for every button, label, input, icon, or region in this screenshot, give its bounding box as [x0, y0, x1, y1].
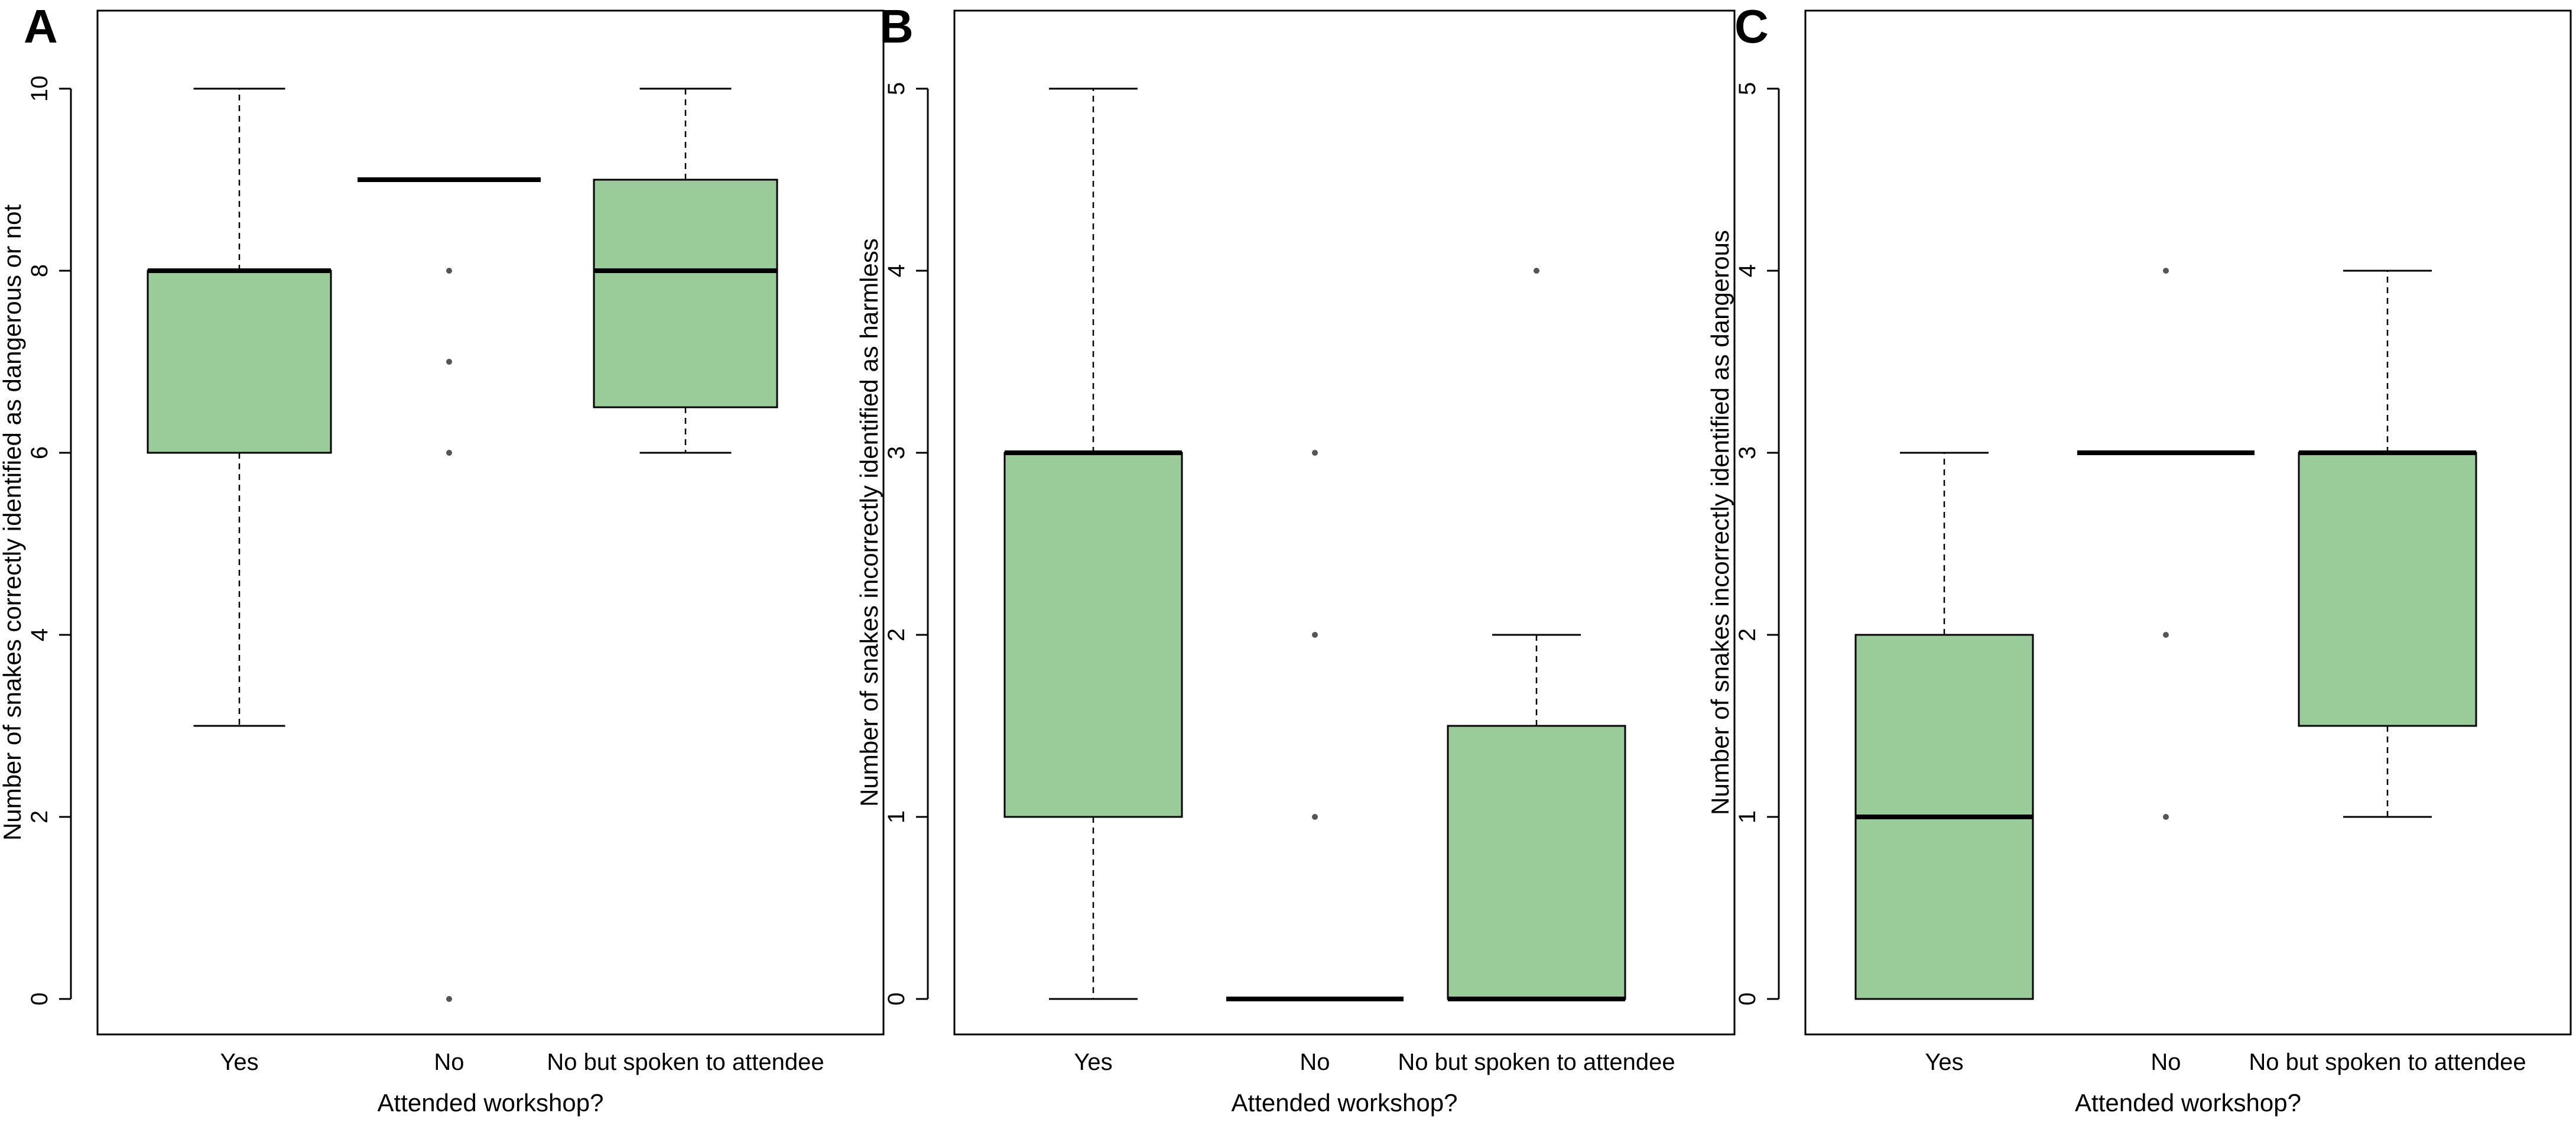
y-tick-label: 4	[883, 264, 909, 277]
y-tick-label: 4	[27, 628, 53, 641]
panel-b: B 0 1 2 3 4 5 Number of snakes incorrectly iden…	[855, 0, 1736, 1117]
panel-letter: B	[879, 0, 914, 53]
y-tick-label: 2	[27, 810, 53, 823]
y-tick-label: 6	[27, 446, 53, 459]
x-tick-label-yes: Yes	[220, 1049, 258, 1075]
outlier-point	[446, 450, 452, 456]
y-tick-label: 3	[883, 446, 909, 459]
y-tick-label: 0	[27, 992, 53, 1005]
plot-frame	[96, 9, 885, 1036]
y-tick-label: 5	[1734, 82, 1760, 95]
y-axis-title: Number of snakes incorrectly identified …	[855, 238, 883, 807]
box-iqr	[593, 179, 778, 408]
plot-frame	[953, 9, 1736, 1036]
x-tick-label-no: No	[2151, 1049, 2181, 1075]
x-tick-label-no-but-spoken-to-attendee: No but spoken to attendee	[2249, 1049, 2526, 1075]
y-tick-label: 3	[1734, 446, 1760, 459]
y-tick-label: 0	[883, 992, 909, 1005]
outlier-point	[2163, 268, 2169, 274]
box-no	[1226, 450, 1404, 1001]
box-iqr	[147, 270, 332, 454]
box-yes	[1003, 87, 1183, 1000]
x-tick-label-yes: Yes	[1074, 1049, 1112, 1075]
y-tick-label: 4	[1734, 264, 1760, 277]
y-tick-label: 8	[27, 264, 53, 277]
y-tick-label: 10	[27, 76, 53, 102]
x-tick-label-no-but-spoken-to-attendee: No but spoken to attendee	[547, 1049, 824, 1075]
x-axis-title: Attended workshop?	[378, 1089, 604, 1117]
outlier-point	[1312, 450, 1318, 456]
y-tick-label: 1	[1734, 810, 1760, 823]
outlier-point	[1312, 632, 1318, 638]
panel-letter: C	[1734, 0, 1769, 53]
y-tick-label: 2	[883, 628, 909, 641]
outlier-point	[446, 359, 452, 365]
y-tick-label: 1	[883, 810, 909, 823]
x-axis-title: Attended workshop?	[1232, 1089, 1458, 1117]
panel-a: A 0 2 4 6 8 10 Number of snakes correctly ident…	[0, 0, 885, 1117]
y-tick-label: 2	[1734, 628, 1760, 641]
x-tick-label-no: No	[1300, 1049, 1330, 1075]
box-no-but-spoken-to-attendee	[593, 87, 778, 454]
box-iqr	[2298, 452, 2477, 727]
box-no	[358, 177, 541, 1002]
x-axis-title: Attended workshop?	[2075, 1089, 2301, 1117]
y-tick-label: 5	[883, 82, 909, 95]
box-iqr	[1447, 725, 1626, 1000]
outlier-point	[1534, 268, 1539, 274]
y-axis-title: Number of snakes correctly identified as…	[0, 205, 26, 841]
x-tick-label-no: No	[434, 1049, 464, 1075]
outlier-point	[2163, 632, 2169, 638]
box-yes	[1854, 452, 2034, 1000]
plot-frame	[1804, 9, 2572, 1036]
panel-c: C 0 1 2 3 4 5 Number of snakes incorrectly iden…	[1706, 0, 2572, 1117]
outlier-point	[446, 268, 452, 274]
x-tick-label-no-but-spoken-to-attendee: No but spoken to attendee	[1398, 1049, 1675, 1075]
box-no-but-spoken-to-attendee	[1447, 268, 1626, 1001]
box-iqr	[1003, 452, 1183, 818]
outlier-point	[1312, 814, 1318, 820]
y-tick-label: 0	[1734, 992, 1760, 1005]
box-no	[2077, 268, 2255, 820]
box-yes	[147, 87, 332, 727]
x-tick-label-yes: Yes	[1925, 1049, 1963, 1075]
outlier-point	[2163, 814, 2169, 820]
outlier-point	[446, 996, 452, 1002]
y-axis-title: Number of snakes incorrectly identified …	[1706, 230, 1734, 815]
box-no-but-spoken-to-attendee	[2298, 270, 2477, 818]
panel-letter: A	[24, 0, 58, 53]
